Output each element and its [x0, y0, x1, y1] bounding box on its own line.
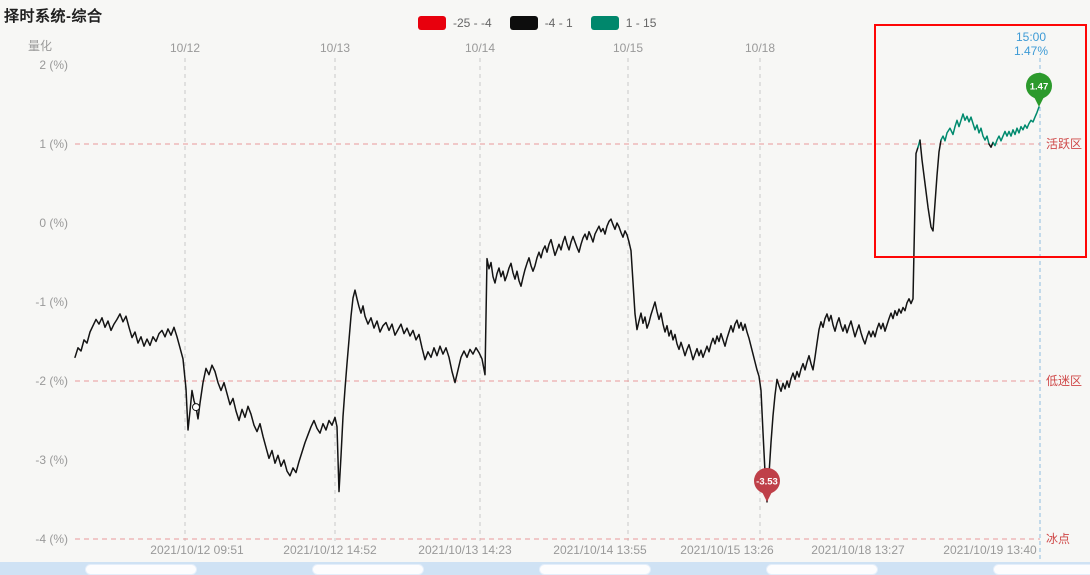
legend-label: -4 - 1: [544, 16, 573, 30]
top-axis-label: 10/12: [170, 41, 200, 55]
slider-segment[interactable]: [766, 564, 878, 575]
top-axis-label: 10/14: [465, 41, 495, 55]
y-axis-label: 0 (%): [39, 216, 68, 230]
zone-label: 活跃区: [1046, 137, 1082, 151]
slider-segment[interactable]: [85, 564, 197, 575]
min-value-pin: [754, 467, 780, 494]
latest-value-pin-label: 1.47: [1030, 81, 1049, 92]
legend-label: 1 - 15: [625, 16, 657, 30]
x-axis-label: 2021/10/18 13:27: [811, 543, 905, 557]
slider-segment[interactable]: [312, 564, 424, 575]
legend-swatch-black: [509, 16, 538, 30]
legend: -25 - -4 -4 - 1 1 - 15: [418, 16, 656, 30]
y-axis-label: -1 (%): [35, 295, 68, 309]
min-value-pin-label: -3.53: [756, 476, 778, 487]
legend-item-green-range[interactable]: 1 - 15: [590, 16, 657, 30]
slider-segment[interactable]: [993, 564, 1090, 575]
x-axis-label: 2021/10/14 13:55: [553, 543, 647, 557]
x-axis-label: 2021/10/12 09:51: [150, 543, 244, 557]
top-axis-label: 10/18: [745, 41, 775, 55]
x-axis-label: 2021/10/13 14:23: [418, 543, 512, 557]
zone-label: 冰点: [1046, 532, 1070, 546]
y-axis-label: 1 (%): [39, 137, 68, 151]
x-axis-label: 2021/10/15 13:26: [680, 543, 774, 557]
x-axis-label: 2021/10/19 13:40: [943, 543, 1037, 557]
series-line-segment: [988, 141, 994, 148]
legend-item-red-range[interactable]: -25 - -4: [418, 16, 492, 30]
y-axis-label: 2 (%): [39, 58, 68, 72]
series-line-segment: [992, 106, 1040, 147]
latest-value-pin: [1026, 72, 1052, 99]
top-axis-label: 10/13: [320, 41, 350, 55]
x-axis-label: 2021/10/12 14:52: [283, 543, 377, 557]
series-line-segment: [74, 146, 919, 503]
zone-label: 低迷区: [1046, 374, 1082, 388]
current-readout: 15:00 1.47%: [1002, 30, 1060, 58]
y-axis-label: -2 (%): [35, 374, 68, 388]
current-time: 15:00: [1015, 30, 1047, 44]
legend-swatch-green: [590, 16, 619, 30]
series-line-segment: [919, 139, 942, 232]
y-axis-label: -3 (%): [35, 453, 68, 467]
legend-item-black-range[interactable]: -4 - 1: [509, 16, 573, 30]
current-value: 1.47%: [1013, 44, 1049, 58]
legend-label: -25 - -4: [453, 16, 492, 30]
y-axis-name: 量化: [28, 39, 53, 53]
page-title: 择时系统-综合: [4, 8, 103, 25]
series-line-segment: [940, 113, 990, 145]
bottom-slider[interactable]: [0, 562, 1090, 575]
highlight-box: [874, 24, 1087, 258]
slider-segment[interactable]: [539, 564, 651, 575]
legend-swatch-red: [418, 16, 446, 30]
point-marker: [192, 403, 200, 412]
y-axis-label: -4 (%): [35, 532, 68, 546]
top-axis-label: 10/15: [613, 41, 643, 55]
